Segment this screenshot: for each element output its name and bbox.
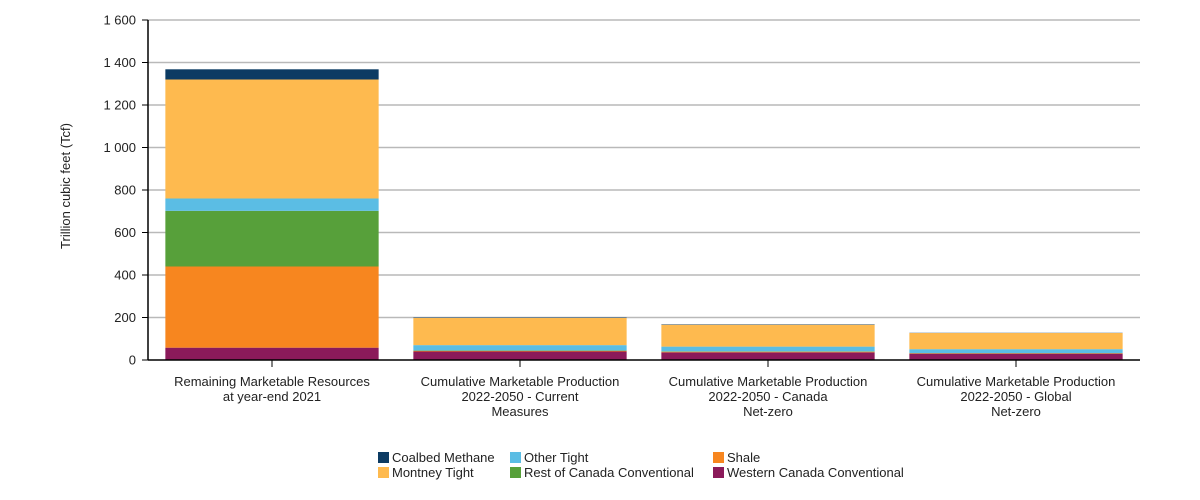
bar-segment	[661, 352, 875, 360]
bar-segment	[909, 353, 1123, 360]
legend-swatch	[510, 452, 521, 463]
legend: Coalbed Methane Other Tight Shale Montney T…	[378, 450, 904, 480]
bar-segment	[165, 79, 379, 199]
bar-segment	[165, 69, 379, 80]
bar-segment	[661, 324, 875, 347]
legend-label: Montney Tight	[392, 465, 474, 480]
bar-segment	[413, 345, 627, 351]
legend-label: Other Tight	[524, 450, 589, 465]
bar-segment	[413, 350, 627, 352]
legend-label: Coalbed Methane	[392, 450, 495, 465]
x-category-label: Cumulative Marketable Production 2022-205…	[669, 374, 868, 419]
y-tick-label: 600	[114, 225, 136, 240]
bar-segment	[413, 317, 627, 346]
bar-segment	[661, 351, 875, 353]
legend-label: Western Canada Conventional	[727, 465, 904, 480]
axes	[147, 20, 1140, 367]
legend-swatch	[510, 467, 521, 478]
y-tick-label: 1 200	[103, 98, 136, 113]
y-tick-label: 1 600	[103, 13, 136, 28]
y-tick-label: 200	[114, 310, 136, 325]
legend-swatch	[713, 452, 724, 463]
y-tick-label: 800	[114, 183, 136, 198]
bar-segment	[661, 346, 875, 352]
x-category-label: Cumulative Marketable Production 2022-205…	[917, 374, 1116, 419]
legend-swatch	[713, 467, 724, 478]
y-tick-label: 1 000	[103, 140, 136, 155]
legend-label: Shale	[727, 450, 760, 465]
bars	[165, 69, 1123, 360]
legend-swatch	[378, 467, 389, 478]
bar-segment	[909, 333, 1123, 350]
bar-segment	[165, 266, 379, 348]
x-category-label: Remaining Marketable Resources at year-en…	[174, 374, 370, 404]
y-tick-label: 400	[114, 268, 136, 283]
bar-segment	[909, 349, 1123, 353]
x-category-labels: Remaining Marketable Resources at year-en…	[174, 374, 1115, 419]
legend-label: Rest of Canada Conventional	[524, 465, 694, 480]
bar-segment	[165, 198, 379, 211]
y-tick-label: 0	[129, 353, 136, 368]
x-category-label: Cumulative Marketable Production 2022-205…	[421, 374, 620, 419]
bar-segment	[165, 210, 379, 267]
y-tick-label: 1 400	[103, 55, 136, 70]
legend-swatch	[378, 452, 389, 463]
y-axis-title: Trillion cubic feet (Tcf)	[58, 123, 73, 249]
y-tick-labels: 0 200 400 600 800 1 000 1 200 1 400 1 600	[103, 13, 136, 368]
bar-segment	[165, 347, 379, 360]
bar-segment	[413, 351, 627, 360]
